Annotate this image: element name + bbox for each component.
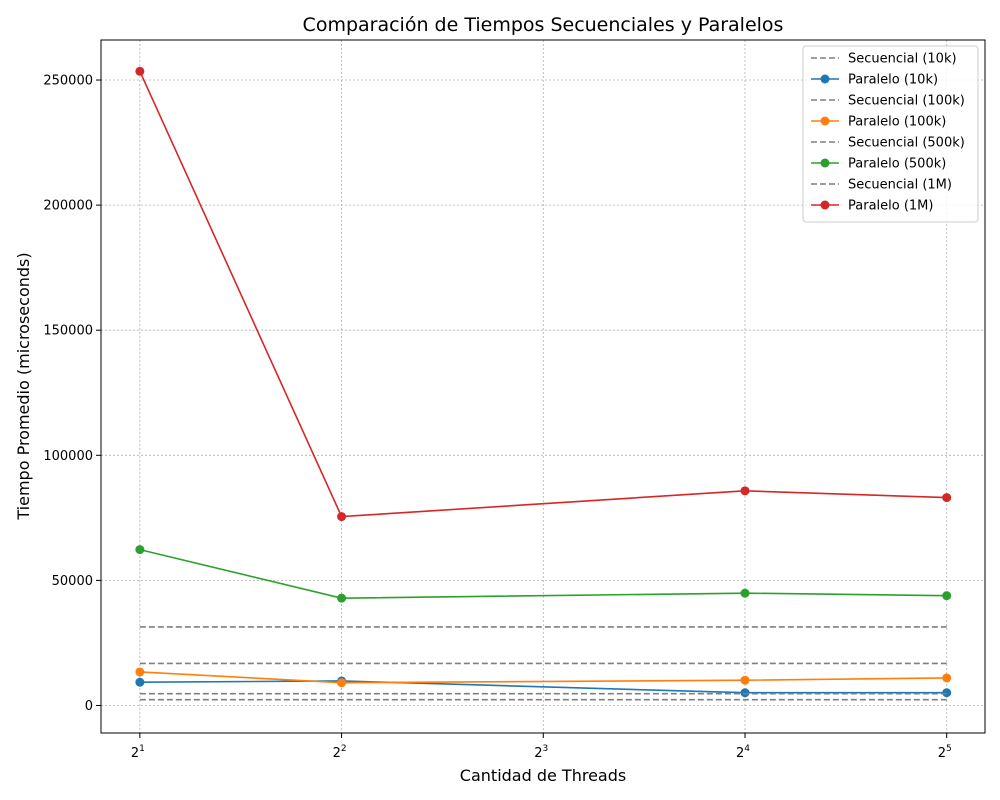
x-tick-label: 21 [131,744,145,761]
data-point [135,677,145,687]
x-tick-label: 24 [736,744,750,761]
data-point [740,486,750,496]
legend-label: Paralelo (10k) [848,73,938,88]
series-line [139,671,947,684]
legend-label: Paralelo (1M) [848,199,933,214]
data-point [942,591,952,601]
legend-swatch-marker [820,158,830,168]
y-axis-label: Tiempo Promedio (microseconds) [14,252,33,520]
legend-frame [802,45,979,223]
legend-swatch-marker [820,116,830,126]
legend-label: Paralelo (100k) [848,115,946,130]
y-tick-label: 50000 [52,574,93,589]
data-point [135,545,145,555]
y-tick-label: 0 [85,699,93,714]
data-point [942,673,952,683]
series-lines [135,66,952,701]
legend-label: Paralelo (500k) [848,157,946,172]
y-tick-label: 150000 [43,324,93,339]
x-axis-ticks: 21 22 23 24 25 [131,733,952,761]
series-line [139,548,947,599]
legend: Secuencial (10k) Paralelo (10k) Secuencial… [802,45,979,223]
data-point [135,667,145,677]
legend-label: Secuencial (100k) [848,94,965,109]
y-axis-ticks: 0 50000 100000 150000 200000 250000 [43,74,101,714]
legend-swatch-marker [820,74,830,84]
data-point [740,588,750,598]
data-point [740,688,750,698]
data-point [337,593,347,603]
legend-swatch-marker [820,200,830,210]
data-point [135,66,145,76]
series-line [139,680,947,694]
data-point [337,678,347,688]
data-point [337,512,347,522]
data-point [942,493,952,503]
data-point [740,675,750,685]
y-tick-label: 250000 [43,74,93,89]
legend-label: Secuencial (10k) [848,52,957,67]
x-tick-label: 23 [534,744,548,761]
legend-label: Secuencial (500k) [848,136,965,151]
x-tick-label: 22 [333,744,347,761]
y-tick-label: 200000 [43,199,93,214]
x-axis-label: Cantidad de Threads [460,766,626,785]
x-tick-label: 25 [938,744,952,761]
data-point [942,688,952,698]
y-tick-label: 100000 [43,449,93,464]
chart-title: Comparación de Tiempos Secuenciales y Pa… [303,14,784,36]
series-line [139,70,947,518]
legend-label: Secuencial (1M) [848,178,952,193]
